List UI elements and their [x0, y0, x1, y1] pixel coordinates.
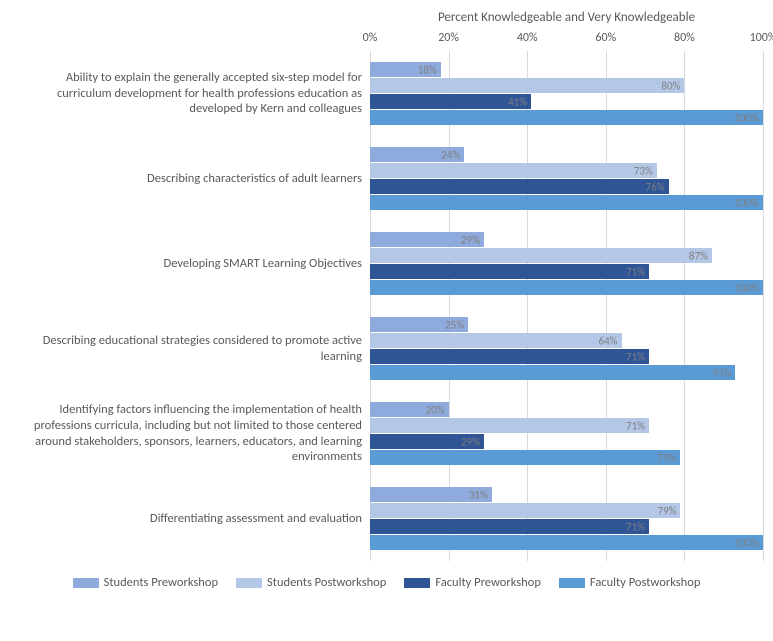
- bar-value-label: 71%: [626, 419, 645, 432]
- category-label: Differentiating assessment and evaluatio…: [10, 511, 370, 527]
- bar-value-label: 100%: [734, 196, 759, 209]
- legend: Students Preworkshop Students Postworksho…: [10, 575, 763, 590]
- bar-value-label: 87%: [689, 249, 708, 262]
- legend-swatch: [404, 578, 430, 588]
- bar-students_pre: 31%: [370, 487, 492, 502]
- bar-value-label: 64%: [599, 334, 618, 347]
- axis-tick: 40%: [517, 31, 538, 45]
- bar-faculty_post: 93%: [370, 365, 735, 380]
- bar-students_pre: 18%: [370, 62, 441, 77]
- legend-item: Faculty Postworkshop: [559, 575, 700, 590]
- bar-value-label: 18%: [418, 63, 437, 76]
- legend-swatch: [236, 578, 262, 588]
- bar-value-label: 79%: [657, 504, 676, 517]
- category-label: Identifying factors influencing the impl…: [10, 402, 370, 465]
- bar-students_post: 80%: [370, 78, 684, 93]
- axis-tick: 20%: [438, 31, 459, 45]
- category-group: Differentiating assessment and evaluatio…: [10, 476, 763, 561]
- bar-faculty_pre: 41%: [370, 94, 531, 109]
- bar-value-label: 79%: [657, 451, 676, 464]
- legend-label: Students Preworkshop: [104, 575, 218, 590]
- bar-students_pre: 25%: [370, 317, 468, 332]
- axis-row: 0%20%40%60%80%100%: [10, 31, 763, 51]
- bar-value-label: 71%: [626, 520, 645, 533]
- bar-value-label: 29%: [461, 435, 480, 448]
- bar-value-label: 93%: [712, 366, 731, 379]
- legend-swatch: [559, 578, 585, 588]
- bar-value-label: 41%: [508, 95, 527, 108]
- bar-value-label: 100%: [734, 281, 759, 294]
- legend-item: Students Preworkshop: [73, 575, 218, 590]
- legend-swatch: [73, 578, 99, 588]
- gridline: [763, 51, 764, 561]
- bar-students_post: 71%: [370, 418, 649, 433]
- category-label: Ability to explain the generally accepte…: [10, 70, 370, 117]
- category-group: Developing SMART Learning Objectives 29% 8…: [10, 221, 763, 306]
- bar-students_pre: 20%: [370, 402, 449, 417]
- category-label: Describing educational strategies consid…: [10, 333, 370, 364]
- legend-label: Faculty Preworkshop: [435, 575, 541, 590]
- legend-label: Faculty Postworkshop: [590, 575, 700, 590]
- bar-faculty_post: 100%: [370, 535, 763, 550]
- bar-value-label: 29%: [461, 233, 480, 246]
- bar-faculty_pre: 71%: [370, 349, 649, 364]
- bar-value-label: 24%: [441, 148, 460, 161]
- bar-students_post: 64%: [370, 333, 622, 348]
- bars: 25% 64% 71% 93%: [370, 316, 763, 381]
- category-group: Ability to explain the generally accepte…: [10, 51, 763, 136]
- bar-faculty_pre: 76%: [370, 179, 669, 194]
- legend-label: Students Postworkshop: [267, 575, 386, 590]
- chart-title: Percent Knowledgeable and Very Knowledge…: [370, 10, 763, 25]
- axis-tick: 100%: [750, 31, 773, 45]
- bar-faculty_post: 100%: [370, 280, 763, 295]
- knowledge-chart: Percent Knowledgeable and Very Knowledge…: [10, 10, 763, 561]
- bar-faculty_pre: 71%: [370, 264, 649, 279]
- category-group: Describing educational strategies consid…: [10, 306, 763, 391]
- axis-tick: 80%: [674, 31, 695, 45]
- bar-faculty_post: 100%: [370, 195, 763, 210]
- bar-students_post: 87%: [370, 248, 712, 263]
- bar-value-label: 25%: [445, 318, 464, 331]
- bars: 29% 87% 71% 100%: [370, 231, 763, 296]
- bars: 31% 79% 71% 100%: [370, 486, 763, 551]
- bars: 20% 71% 29% 79%: [370, 401, 763, 466]
- bar-students_post: 79%: [370, 503, 680, 518]
- bars: 18% 80% 41% 100%: [370, 61, 763, 126]
- bar-faculty_pre: 71%: [370, 519, 649, 534]
- category-group: Identifying factors influencing the impl…: [10, 391, 763, 476]
- bar-value-label: 71%: [626, 350, 645, 363]
- bars: 24% 73% 76% 100%: [370, 146, 763, 211]
- bar-faculty_post: 79%: [370, 450, 680, 465]
- bar-students_pre: 24%: [370, 147, 464, 162]
- bar-students_pre: 29%: [370, 232, 484, 247]
- category-group: Describing characteristics of adult lear…: [10, 136, 763, 221]
- bar-students_post: 73%: [370, 163, 657, 178]
- bar-value-label: 20%: [426, 403, 445, 416]
- axis-tick: 60%: [595, 31, 616, 45]
- bar-value-label: 100%: [734, 111, 759, 124]
- axis-tick: 0%: [363, 31, 378, 45]
- legend-item: Students Postworkshop: [236, 575, 386, 590]
- bar-value-label: 73%: [634, 164, 653, 177]
- bar-value-label: 100%: [734, 536, 759, 549]
- category-label: Developing SMART Learning Objectives: [10, 256, 370, 272]
- legend-item: Faculty Preworkshop: [404, 575, 541, 590]
- bar-value-label: 31%: [469, 488, 488, 501]
- category-label: Describing characteristics of adult lear…: [10, 171, 370, 187]
- bar-value-label: 71%: [626, 265, 645, 278]
- bar-faculty_pre: 29%: [370, 434, 484, 449]
- bar-value-label: 80%: [661, 79, 680, 92]
- bar-value-label: 76%: [646, 180, 665, 193]
- bar-faculty_post: 100%: [370, 110, 763, 125]
